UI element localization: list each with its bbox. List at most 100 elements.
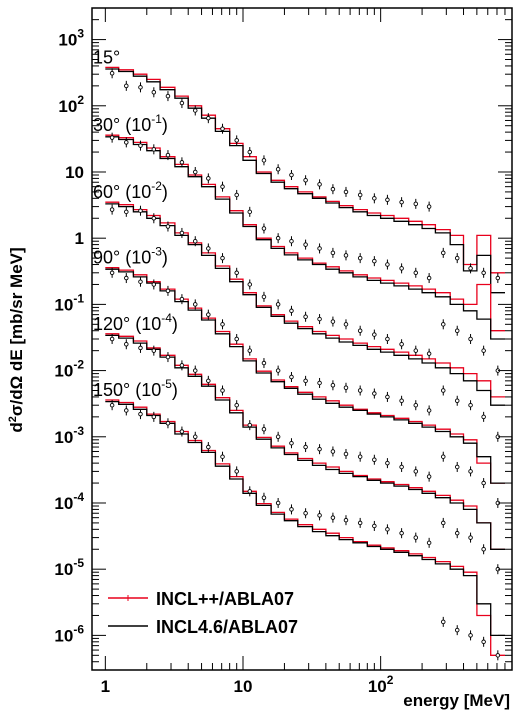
marker <box>372 196 377 201</box>
data-point <box>289 372 294 383</box>
data-point <box>165 285 171 296</box>
data-point <box>275 299 281 310</box>
data-point <box>357 517 363 528</box>
marker <box>481 547 486 552</box>
data-point <box>426 273 432 284</box>
data-point <box>343 382 349 393</box>
data-point <box>372 256 377 267</box>
marker <box>247 209 253 215</box>
marker <box>193 368 198 373</box>
data-point <box>206 173 211 184</box>
data-point <box>468 630 473 641</box>
data-point <box>303 239 308 250</box>
data-point <box>426 348 432 359</box>
y-tick-label: 10-1 <box>54 291 84 314</box>
data-point <box>179 157 185 168</box>
data-point <box>385 524 390 535</box>
marker <box>289 507 294 512</box>
marker <box>220 126 225 131</box>
data-point <box>481 267 486 278</box>
data-point <box>454 461 460 472</box>
marker <box>413 348 419 353</box>
data-point <box>441 451 446 462</box>
marker <box>165 354 171 360</box>
data-point <box>413 345 419 356</box>
data-point <box>247 420 253 431</box>
marker <box>413 402 419 408</box>
x-tick-label: 1 <box>101 677 110 696</box>
marker <box>399 199 404 205</box>
marker <box>317 316 322 322</box>
data-point <box>179 360 185 371</box>
marker <box>289 308 294 314</box>
data-point <box>481 411 486 422</box>
marker <box>234 192 239 198</box>
marker <box>330 449 336 454</box>
data-point <box>247 486 253 497</box>
marker <box>206 176 211 181</box>
data-point <box>399 461 404 472</box>
y-axis-label: d2σ/dΩ dE [mb/sr MeV] <box>7 247 26 432</box>
data-point <box>220 319 225 330</box>
marker <box>454 328 460 333</box>
marker <box>124 140 129 145</box>
x-tick-label: 10 <box>234 677 253 696</box>
data-point <box>303 175 308 186</box>
data-point <box>234 334 239 344</box>
marker <box>468 469 473 474</box>
data-point <box>426 201 432 212</box>
data-point <box>138 409 143 420</box>
data-point <box>109 204 115 215</box>
marker <box>399 398 404 404</box>
marker <box>247 422 253 428</box>
data-point <box>303 442 308 453</box>
marker <box>179 429 185 434</box>
y-tick-label: 1 <box>75 229 84 248</box>
marker <box>234 336 239 342</box>
marker <box>261 360 267 366</box>
marker <box>165 93 171 99</box>
data-point <box>165 91 171 102</box>
series-incl46-13 <box>105 334 505 550</box>
marker <box>357 388 363 393</box>
data-point <box>385 194 390 205</box>
data-point <box>193 431 198 442</box>
data-point <box>330 184 336 195</box>
data-point <box>220 181 225 192</box>
angle-label: 150° (10-5) <box>93 377 178 400</box>
data-point <box>289 438 294 449</box>
marker <box>303 314 308 320</box>
series-incl46-7 <box>105 203 505 406</box>
data-point <box>165 150 171 161</box>
data-point <box>468 400 473 411</box>
marker <box>481 480 486 486</box>
data-point <box>151 213 157 224</box>
marker <box>441 619 446 625</box>
marker <box>247 489 253 494</box>
marker <box>138 85 143 90</box>
data-points-layer <box>109 68 501 661</box>
marker <box>179 230 185 236</box>
data-point <box>385 458 390 469</box>
y-axis-label-part2: σ/dΩ dE [mb/sr MeV] <box>7 247 26 416</box>
data-point <box>454 253 460 264</box>
marker <box>261 294 267 300</box>
data-point <box>468 466 473 477</box>
marker <box>289 374 294 380</box>
data-point <box>303 508 308 519</box>
data-point <box>220 385 225 396</box>
data-point <box>385 259 390 270</box>
data-point <box>413 466 419 477</box>
data-point <box>234 189 239 200</box>
data-point <box>275 497 281 508</box>
data-point <box>399 339 404 350</box>
marker <box>275 500 281 506</box>
x-tick-label: 102 <box>368 673 394 696</box>
data-point <box>303 375 308 386</box>
data-point <box>330 446 336 457</box>
marker <box>303 510 308 516</box>
marker <box>275 434 281 440</box>
marker <box>357 255 363 261</box>
series-incl46-10 <box>105 268 505 484</box>
